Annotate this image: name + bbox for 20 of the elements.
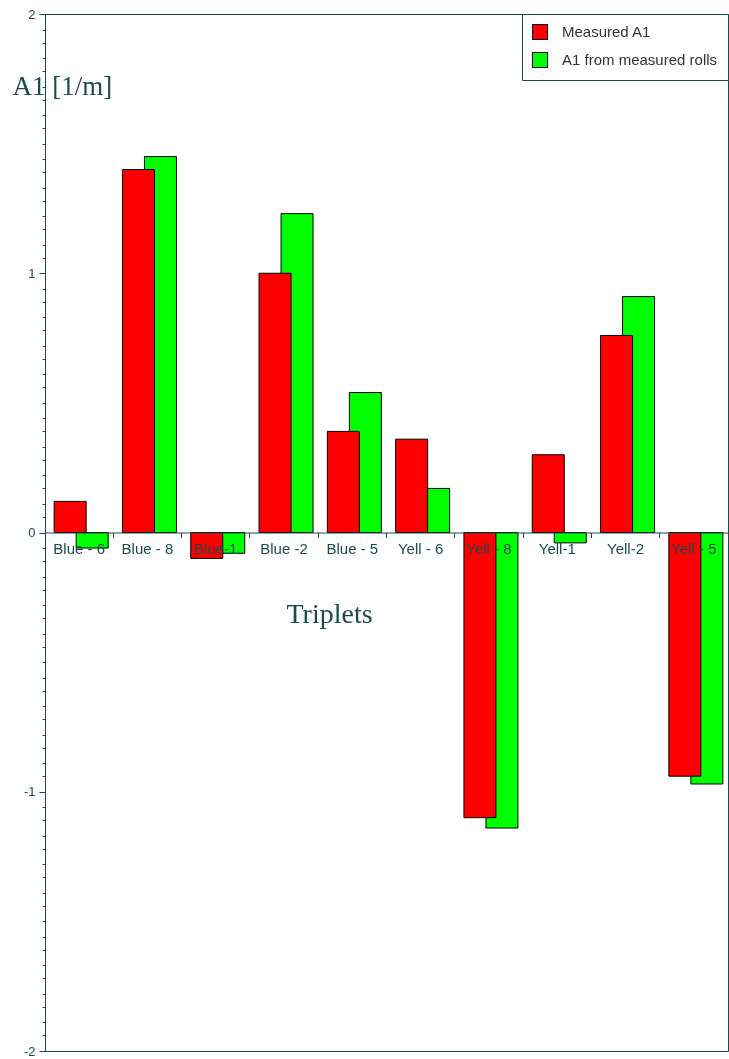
x-axis-title: Triplets [286,598,373,629]
bar [53,500,87,533]
x-tick-label: Blue - 8 [121,540,174,557]
x-tick-label: Blue - 5 [326,540,379,557]
bar [531,454,565,533]
y-tick-label: 1 [28,265,36,281]
legend-label: Measured A1 [562,23,651,40]
x-tick-label: Yell-1 [538,540,576,557]
x-tick-label: Yell-2 [607,540,645,557]
x-tick-label: Yell - 5 [671,540,717,557]
x-tick-label: Yell - 8 [466,540,512,557]
y-tick-label: -2 [23,1043,36,1059]
x-tick-label: Blue -2 [260,540,308,557]
x-tick-label: Blue - 6 [53,540,105,557]
legend-label: A1 from measured rolls [562,51,718,68]
y-tick-label: 0 [28,525,36,540]
y-tick-label: 2 [28,6,36,22]
y-tick-label: -1 [23,784,36,800]
x-tick-label: Yell - 6 [397,540,444,557]
y-axis-title: A1 [1/m] [12,70,113,101]
